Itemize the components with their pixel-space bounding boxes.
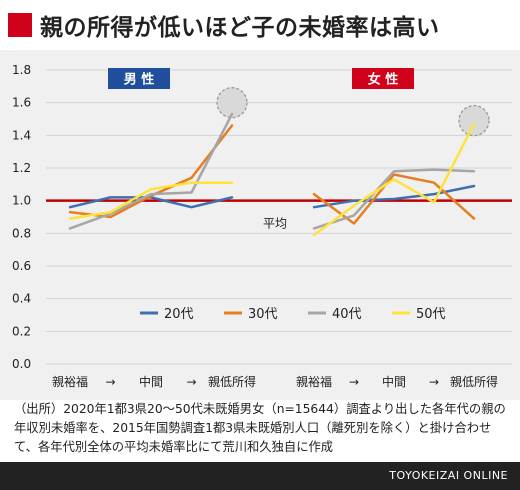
source-note: （出所）2020年1都3県20〜50代未既婚男女（n=15644）調査より出した… [14,402,506,454]
x-tick-label: → [105,375,115,389]
y-tick-label: 1.4 [12,128,31,142]
chart-title: 親の所得が低いほど子の未婚率は高い [40,15,440,41]
y-tick-label: 0.4 [12,292,31,306]
series-line-30代 [312,173,476,225]
title-square-icon [8,13,32,37]
highlight-circle [216,87,248,119]
highlight-circle [458,104,490,137]
legend-label: 50代 [416,307,446,322]
series-line-40代 [312,168,476,230]
reference-line-label: 平均 [263,217,287,231]
x-tick-label: → [349,375,359,389]
x-tick-label: 親裕福 [52,374,88,389]
series-line-40代 [68,112,234,230]
legend-label: 40代 [332,307,362,322]
gender-badge-label: 男 性 [124,72,155,88]
x-tick-label: 中間 [382,374,406,389]
y-tick-label: 0.8 [12,226,31,240]
footer-bar: TOYOKEIZAI ONLINE [0,462,520,490]
series-line-50代 [68,181,234,220]
gender-badge [352,68,414,89]
x-tick-label: 親裕福 [296,374,332,389]
x-tick-label: 中間 [139,374,163,389]
y-tick-label: 0.2 [12,324,31,338]
y-tick-label: 1.8 [12,63,31,77]
x-tick-label: 親低所得 [450,374,498,389]
x-tick-label: → [429,375,439,389]
series-line-20代 [68,196,234,209]
chart-panel: 0.0 0.2 0.4 0.6 0.8 1.0 1.2 1.4 1.6 1.8 平均親裕福 → 中間 → 親… [0,50,520,400]
x-tick-label: → [186,375,196,389]
y-tick-label: 0.0 [12,357,31,371]
series-line-50代 [312,122,476,237]
gender-badge [108,68,170,89]
y-tick-label: 1.6 [12,96,31,110]
legend-label: 20代 [164,307,194,322]
footer-brand: TOYOKEIZAI ONLINE [389,469,508,482]
y-tick-label: 1.0 [12,194,31,208]
y-tick-label: 1.2 [12,161,31,175]
x-tick-label: 親低所得 [208,374,256,389]
y-tick-label: 0.6 [12,259,31,273]
legend-label: 30代 [248,307,278,322]
gender-badge-label: 女 性 [368,72,399,88]
title-row: 親の所得が低いほど子の未婚率は高い [8,8,440,42]
series-line-20代 [312,184,476,209]
